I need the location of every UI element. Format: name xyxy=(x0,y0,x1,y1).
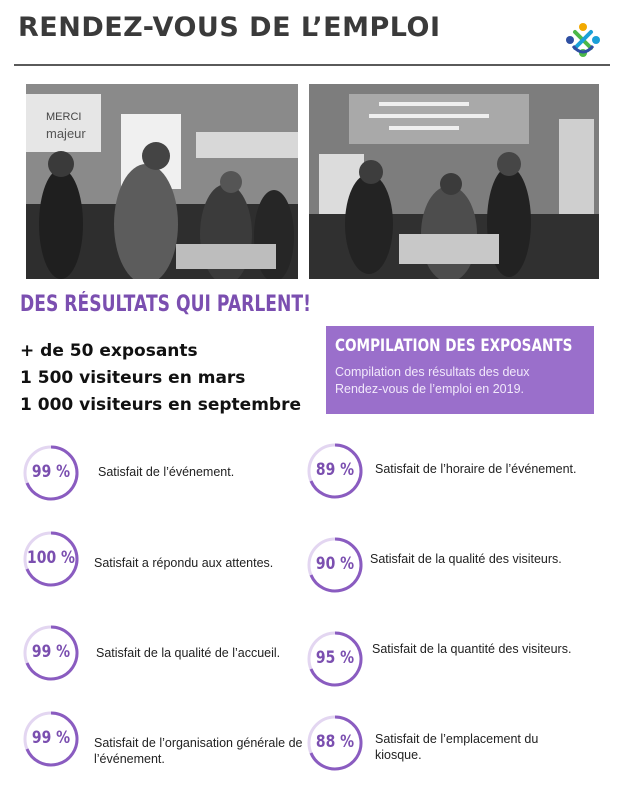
satisfaction-percent: 99 % xyxy=(31,642,71,662)
satisfaction-label: Satisfait de la qualité de l’accueil. xyxy=(96,646,281,660)
percent-ring-icon xyxy=(307,537,363,593)
event-photo-right xyxy=(309,84,599,279)
photo-sign-majeur: majeur xyxy=(46,126,86,141)
results-heading: DES RÉSULTATS QUI PARLENT! xyxy=(20,292,311,317)
compilation-box: COMPILATION DES EXPOSANTS Compilation de… xyxy=(326,326,594,414)
satisfaction-percent: 99 % xyxy=(31,462,71,482)
people-circle-logo-icon xyxy=(566,23,600,57)
satisfaction-percent: 95 % xyxy=(315,648,355,668)
satisfaction-percent: 99 % xyxy=(31,728,71,748)
satisfaction-label: Satisfait de l’événement. xyxy=(98,465,235,479)
percent-ring-icon xyxy=(23,531,79,587)
percent-ring-icon xyxy=(307,631,363,687)
satisfaction-label: Satisfait de la quantité des visiteurs. xyxy=(372,642,572,656)
stat-visiteurs-mars: 1 500 visiteurs en mars xyxy=(20,368,246,388)
title-divider xyxy=(14,64,610,66)
satisfaction-label: Satisfait de l’emplacement du kiosque. xyxy=(375,732,539,762)
satisfaction-label: Satisfait de l’horaire de l’événement. xyxy=(375,462,577,476)
compilation-title: COMPILATION DES EXPOSANTS xyxy=(335,336,573,356)
percent-ring-icon xyxy=(23,711,79,767)
satisfaction-label: Satisfait a répondu aux attentes. xyxy=(94,556,274,570)
satisfaction-percent: 90 % xyxy=(315,554,355,574)
percent-ring-icon xyxy=(307,715,363,771)
page-title: RENDEZ-VOUS DE L’EMPLOI xyxy=(18,12,441,43)
event-photo-left: MERCI majeur xyxy=(26,84,298,279)
stats-list: + de 50 exposants 1 500 visiteurs en mar… xyxy=(20,338,301,419)
satisfaction-label: Satisfait de l’organisation générale de … xyxy=(94,736,303,766)
stat-exposants: + de 50 exposants xyxy=(20,341,198,361)
percent-ring-icon xyxy=(23,625,79,681)
satisfaction-percent: 100 % xyxy=(27,548,75,568)
compilation-text: Compilation des résultats des deux Rende… xyxy=(335,365,530,396)
photo-sign-merci: MERCI xyxy=(46,111,81,123)
satisfaction-percent: 89 % xyxy=(315,460,355,480)
satisfaction-label: Satisfait de la qualité des visiteurs. xyxy=(370,552,562,566)
percent-ring-icon xyxy=(307,443,363,499)
percent-ring-icon xyxy=(23,445,79,501)
stat-visiteurs-septembre: 1 000 visiteurs en septembre xyxy=(20,395,302,415)
satisfaction-percent: 88 % xyxy=(315,732,355,752)
